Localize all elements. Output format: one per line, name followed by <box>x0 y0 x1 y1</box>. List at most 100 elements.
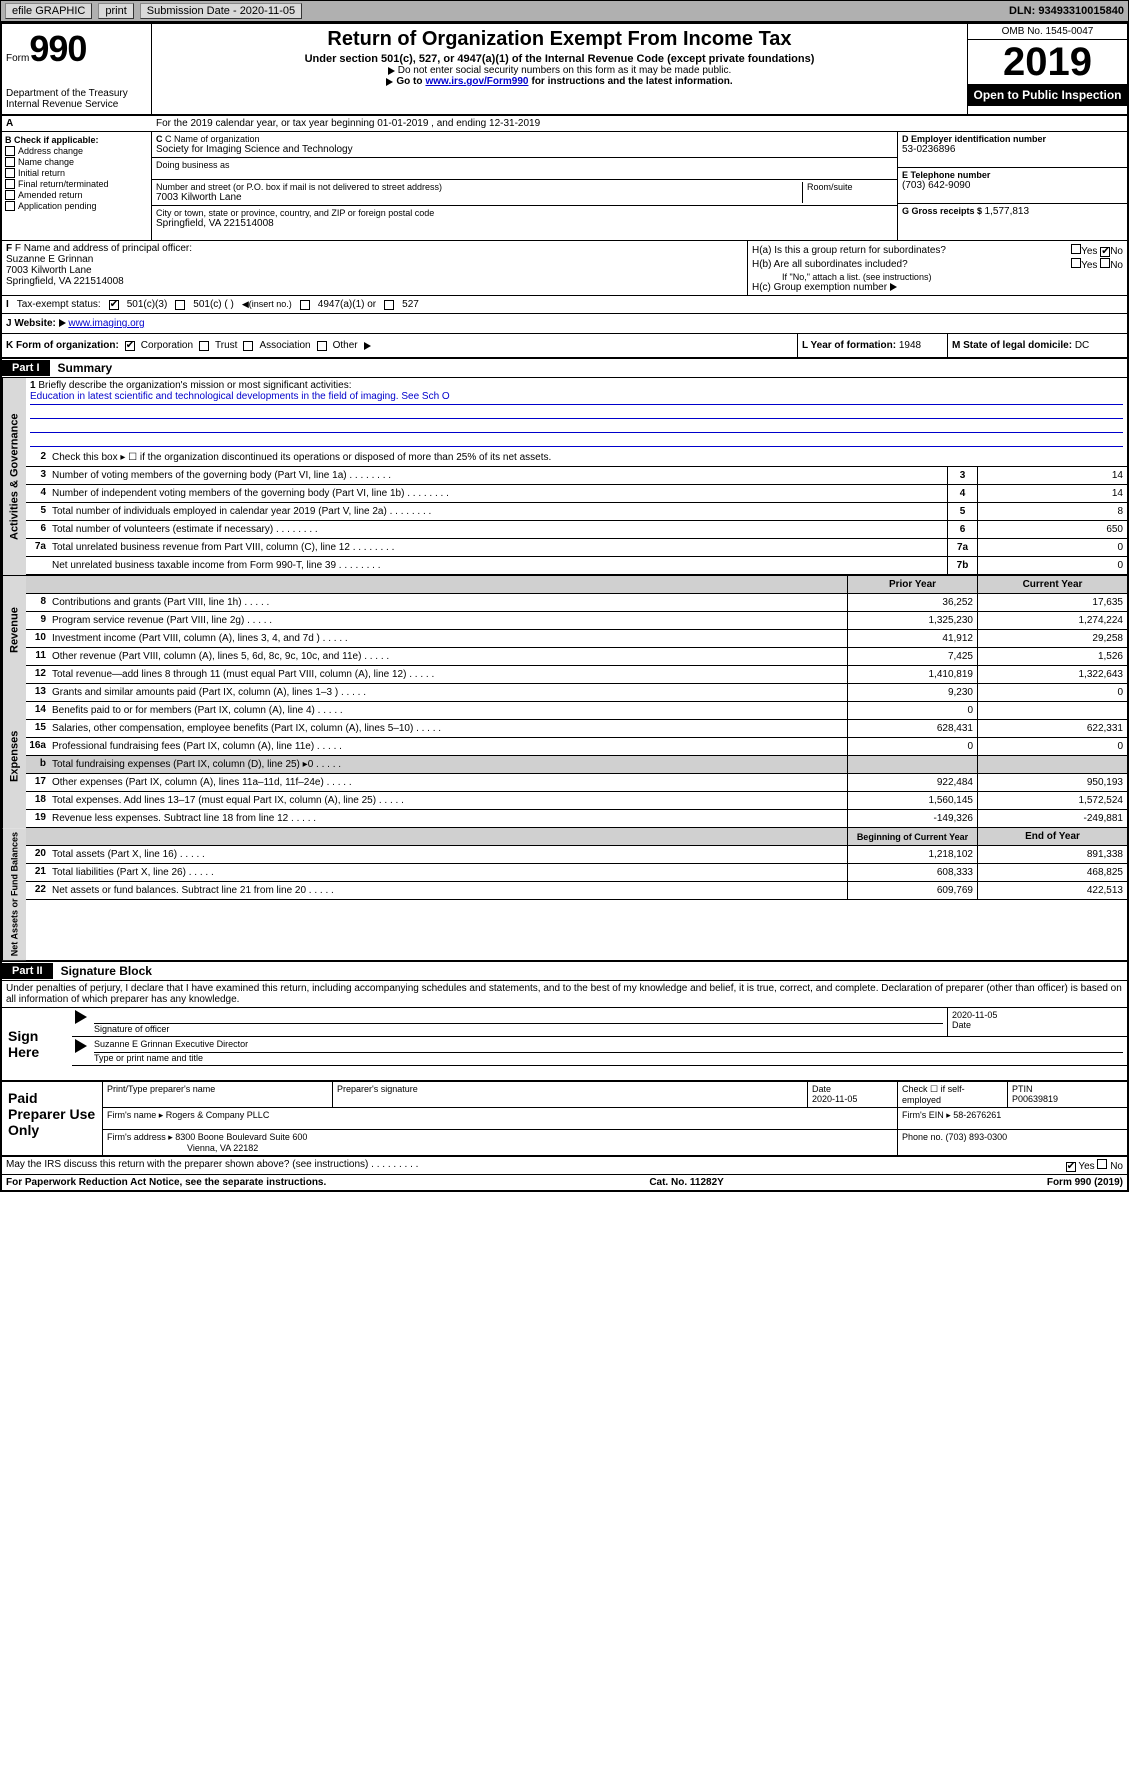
tax-year: 2019 <box>968 40 1127 84</box>
open-public: Open to Public Inspection <box>968 84 1127 106</box>
checkbox-assoc[interactable] <box>243 341 253 351</box>
checkbox-amended[interactable] <box>5 190 15 200</box>
checkbox-501c3[interactable] <box>109 300 119 310</box>
section-k: K Form of organization: Corporation Trus… <box>2 334 797 357</box>
line-1: 1 Briefly describe the organization's mi… <box>26 378 1127 449</box>
table-row: 15Salaries, other compensation, employee… <box>26 720 1127 738</box>
ptin: P00639819 <box>1012 1094 1058 1104</box>
cat-number: Cat. No. 11282Y <box>649 1177 723 1188</box>
subtitle-3b: for instructions and the latest informat… <box>531 76 732 87</box>
part-1-header: Part I Summary <box>2 359 1127 378</box>
table-row: 7aTotal unrelated business revenue from … <box>26 539 1127 557</box>
firm-name: Rogers & Company PLLC <box>166 1110 270 1120</box>
officer-typed-name: Suzanne E Grinnan Executive Director <box>94 1039 1123 1053</box>
checkbox-hb-yes[interactable] <box>1071 258 1081 268</box>
gross-label: G Gross receipts $ <box>902 206 985 216</box>
table-row: bTotal fundraising expenses (Part IX, co… <box>26 756 1127 774</box>
website-link[interactable]: www.imaging.org <box>68 318 144 329</box>
instructions-link[interactable]: www.irs.gov/Form990 <box>425 76 528 87</box>
checkbox-discuss-no[interactable] <box>1097 1159 1107 1169</box>
paperwork-notice: For Paperwork Reduction Act Notice, see … <box>6 1177 326 1188</box>
dba-label: Doing business as <box>156 160 893 170</box>
table-row: 3Number of voting members of the governi… <box>26 467 1127 485</box>
line-2: Check this box ▸ ☐ if the organization d… <box>50 449 1127 466</box>
table-row: Net unrelated business taxable income fr… <box>26 557 1127 575</box>
side-revenue: Revenue <box>2 576 26 684</box>
section-de: D Employer identification number 53-0236… <box>897 132 1127 240</box>
checkbox-hb-no[interactable] <box>1100 258 1110 268</box>
section-l: L Year of formation: 1948 <box>797 334 947 357</box>
city-label: City or town, state or province, country… <box>156 208 893 218</box>
subtitle-1: Under section 501(c), 527, or 4947(a)(1)… <box>160 53 959 65</box>
arrow-icon <box>388 67 395 75</box>
form-label: Form <box>6 53 29 64</box>
efile-button[interactable]: efile GRAPHIC <box>5 3 92 19</box>
section-i: I Tax-exempt status: 501(c)(3) 501(c) ( … <box>2 296 1127 314</box>
subtitle-3a: Go to <box>396 76 422 87</box>
section-j: J Website: www.imaging.org <box>2 314 1127 334</box>
ein-value: 53-0236896 <box>902 144 1123 155</box>
preparer-phone: (703) 893-0300 <box>946 1132 1008 1142</box>
toolbar: efile GRAPHIC print Submission Date - 20… <box>0 0 1129 22</box>
form-990: Form990 Department of the Treasury Inter… <box>0 22 1129 1192</box>
table-row: 17Other expenses (Part IX, column (A), l… <box>26 774 1127 792</box>
form-box: Form990 Department of the Treasury Inter… <box>2 24 152 114</box>
arrow-icon <box>890 283 897 291</box>
section-b-label: B Check if applicable: <box>5 135 148 145</box>
checkbox-address-change[interactable] <box>5 146 15 156</box>
checkbox-final-return[interactable] <box>5 179 15 189</box>
arrow-icon <box>364 342 371 350</box>
checkbox-ha-yes[interactable] <box>1071 244 1081 254</box>
officer-name: Suzanne E Grinnan <box>6 254 743 265</box>
table-row: 14Benefits paid to or for members (Part … <box>26 702 1127 720</box>
gross-value: 1,577,813 <box>985 206 1030 217</box>
print-button[interactable]: print <box>98 3 133 19</box>
table-row: 4Number of independent voting members of… <box>26 485 1127 503</box>
table-row: 18Total expenses. Add lines 13–17 (must … <box>26 792 1127 810</box>
section-m: M State of legal domicile: DC <box>947 334 1127 357</box>
checkbox-discuss-yes[interactable] <box>1066 1162 1076 1172</box>
table-row: 22Net assets or fund balances. Subtract … <box>26 882 1127 900</box>
title-box: Return of Organization Exempt From Incom… <box>152 24 967 114</box>
checkbox-initial-return[interactable] <box>5 168 15 178</box>
perjury-statement: Under penalties of perjury, I declare th… <box>2 981 1127 1008</box>
discuss-row: May the IRS discuss this return with the… <box>2 1157 1127 1175</box>
period-text: For the 2019 calendar year, or tax year … <box>156 118 540 129</box>
arrow-icon <box>386 78 393 86</box>
checkbox-trust[interactable] <box>199 341 209 351</box>
section-c: C C Name of organization Society for Ima… <box>152 132 897 240</box>
city: Springfield, VA 221514008 <box>156 218 893 229</box>
checkbox-application[interactable] <box>5 201 15 211</box>
table-row: 12Total revenue—add lines 8 through 11 (… <box>26 666 1127 684</box>
addr-label: Number and street (or P.O. box if mail i… <box>156 182 798 192</box>
checkbox-other[interactable] <box>317 341 327 351</box>
checkbox-501c[interactable] <box>175 300 185 310</box>
arrow-icon <box>59 319 66 327</box>
firm-addr2: Vienna, VA 22182 <box>107 1143 258 1153</box>
checkbox-ha-no[interactable] <box>1100 247 1110 257</box>
period-row: A For the 2019 calendar year, or tax yea… <box>2 116 1127 132</box>
checkbox-527[interactable] <box>384 300 394 310</box>
form-title: Return of Organization Exempt From Incom… <box>160 28 959 51</box>
paid-preparer: Paid Preparer Use Only <box>2 1082 102 1155</box>
subtitle-2: Do not enter social security numbers on … <box>398 65 731 76</box>
phone-label: E Telephone number <box>902 170 1123 180</box>
org-name: Society for Imaging Science and Technolo… <box>156 144 893 155</box>
section-f: F F Name and address of principal office… <box>2 241 747 295</box>
checkbox-4947[interactable] <box>300 300 310 310</box>
table-row: 6Total number of volunteers (estimate if… <box>26 521 1127 539</box>
side-expenses: Expenses <box>2 684 26 828</box>
side-net-assets: Net Assets or Fund Balances <box>2 828 26 960</box>
firm-ein: 58-2676261 <box>953 1110 1001 1120</box>
checkbox-corp[interactable] <box>125 341 135 351</box>
table-row: 8Contributions and grants (Part VIII, li… <box>26 594 1127 612</box>
label-a: A <box>6 118 156 129</box>
side-governance: Activities & Governance <box>2 378 26 575</box>
checkbox-name-change[interactable] <box>5 157 15 167</box>
officer-addr1: 7003 Kilworth Lane <box>6 265 743 276</box>
table-row: 9Program service revenue (Part VIII, lin… <box>26 612 1127 630</box>
table-row: 13Grants and similar amounts paid (Part … <box>26 684 1127 702</box>
street: 7003 Kilworth Lane <box>156 192 798 203</box>
room-label: Room/suite <box>807 182 893 192</box>
form-footer: Form 990 (2019) <box>1047 1177 1123 1188</box>
